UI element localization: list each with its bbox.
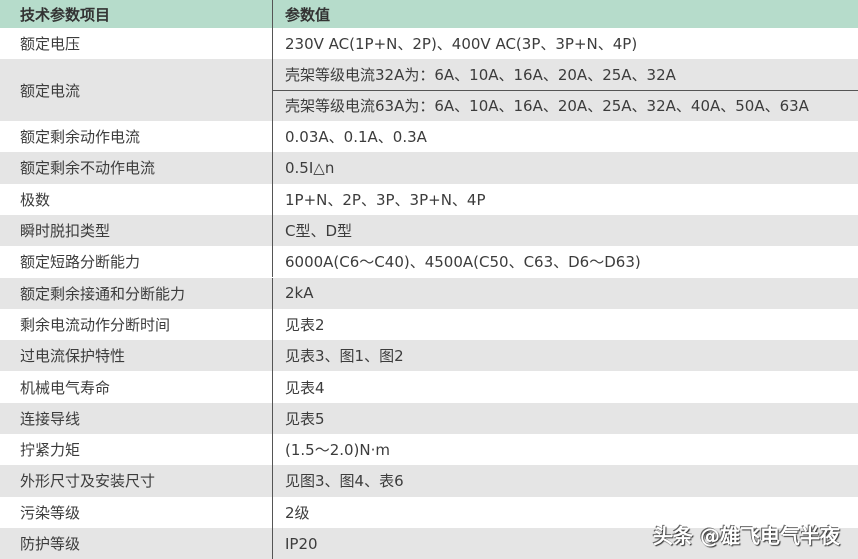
table-row: 机械电气寿命 见表4 [0, 371, 858, 403]
param-value: C型、D型 [285, 222, 353, 241]
param-label: 极数 [0, 183, 273, 215]
param-value-group: 壳架等级电流32A为：6A、10A、16A、20A、25A、32A 壳架等级电流6… [273, 59, 858, 121]
table-row: 连接导线 见表5 [0, 402, 858, 434]
param-label: 机械电气寿命 [0, 371, 273, 403]
param-value: 壳架等级电流32A为：6A、10A、16A、20A、25A、32A [273, 59, 858, 91]
table-header: 技术参数项目 参数值 [0, 0, 858, 28]
table-row: 瞬时脱扣类型 C型、D型 [0, 214, 858, 247]
param-value: 2级 [285, 503, 310, 522]
table-row: 外形尺寸及安装尺寸 见图3、图4、表6 [0, 465, 858, 497]
param-label: 防护等级 [0, 527, 273, 559]
param-value: 0.5I△n [285, 158, 335, 177]
param-label: 外形尺寸及安装尺寸 [0, 465, 273, 497]
table-row: 防护等级 IP20 [0, 527, 858, 559]
param-value: 0.03A、0.1A、0.3A [285, 128, 427, 147]
param-label: 拧紧力矩 [0, 434, 273, 466]
param-value: 1P+N、2P、3P、3P+N、4P [285, 190, 486, 209]
param-value: 6000A(C6～C40)、4500A(C50、C63、D6～D63) [285, 253, 641, 272]
param-value: 壳架等级电流63A为：6A、10A、16A、20A、25A、32A、40A、50… [285, 97, 809, 116]
param-value: 230V AC(1P+N、2P)、400V AC(3P、3P+N、4P) [285, 35, 638, 53]
param-label: 过电流保护特性 [0, 340, 273, 372]
param-value: IP20 [285, 534, 318, 553]
param-label: 剩余电流动作分断时间 [0, 308, 273, 341]
header-param-value: 参数值 [285, 5, 331, 24]
param-label: 污染等级 [0, 496, 273, 528]
param-label: 连接导线 [0, 402, 273, 434]
param-value: 见表3、图1、图2 [285, 347, 404, 366]
watermark: 头条 @雄飞电气半夜 [653, 524, 840, 548]
header-param-item: 技术参数项目 [0, 0, 273, 28]
param-value: 见图3、图4、表6 [285, 472, 404, 491]
table-row: 额定电压 230V AC(1P+N、2P)、400V AC(3P、3P+N、4P) [0, 28, 858, 59]
param-label: 额定剩余动作电流 [0, 121, 273, 153]
param-label: 额定剩余接通和分断能力 [0, 277, 273, 309]
param-label: 额定短路分断能力 [0, 246, 273, 278]
table-row: 过电流保护特性 见表3、图1、图2 [0, 340, 858, 372]
table-row: 额定剩余接通和分断能力 2kA [0, 277, 858, 309]
table-row: 污染等级 2级 [0, 496, 858, 528]
table-row: 额定电流 壳架等级电流32A为：6A、10A、16A、20A、25A、32A 壳架等… [0, 59, 858, 121]
table-row: 额定剩余动作电流 0.03A、0.1A、0.3A [0, 121, 858, 153]
param-label: 额定电流 [0, 59, 273, 121]
table-row: 额定短路分断能力 6000A(C6～C40)、4500A(C50、C63、D6～D… [0, 246, 858, 278]
param-value: 见表4 [285, 378, 325, 397]
param-value: 2kA [285, 284, 314, 303]
param-value: (1.5～2.0)N·m [285, 441, 391, 460]
param-label: 瞬时脱扣类型 [0, 214, 273, 247]
table-row: 额定剩余不动作电流 0.5I△n [0, 152, 858, 184]
table-row: 拧紧力矩 (1.5～2.0)N·m [0, 434, 858, 466]
param-label: 额定电压 [0, 28, 273, 59]
param-value: 见表5 [285, 409, 325, 428]
table-row: 剩余电流动作分断时间 见表2 [0, 308, 858, 341]
param-value: 见表2 [285, 315, 325, 334]
table-row: 极数 1P+N、2P、3P、3P+N、4P [0, 183, 858, 215]
param-label: 额定剩余不动作电流 [0, 152, 273, 184]
